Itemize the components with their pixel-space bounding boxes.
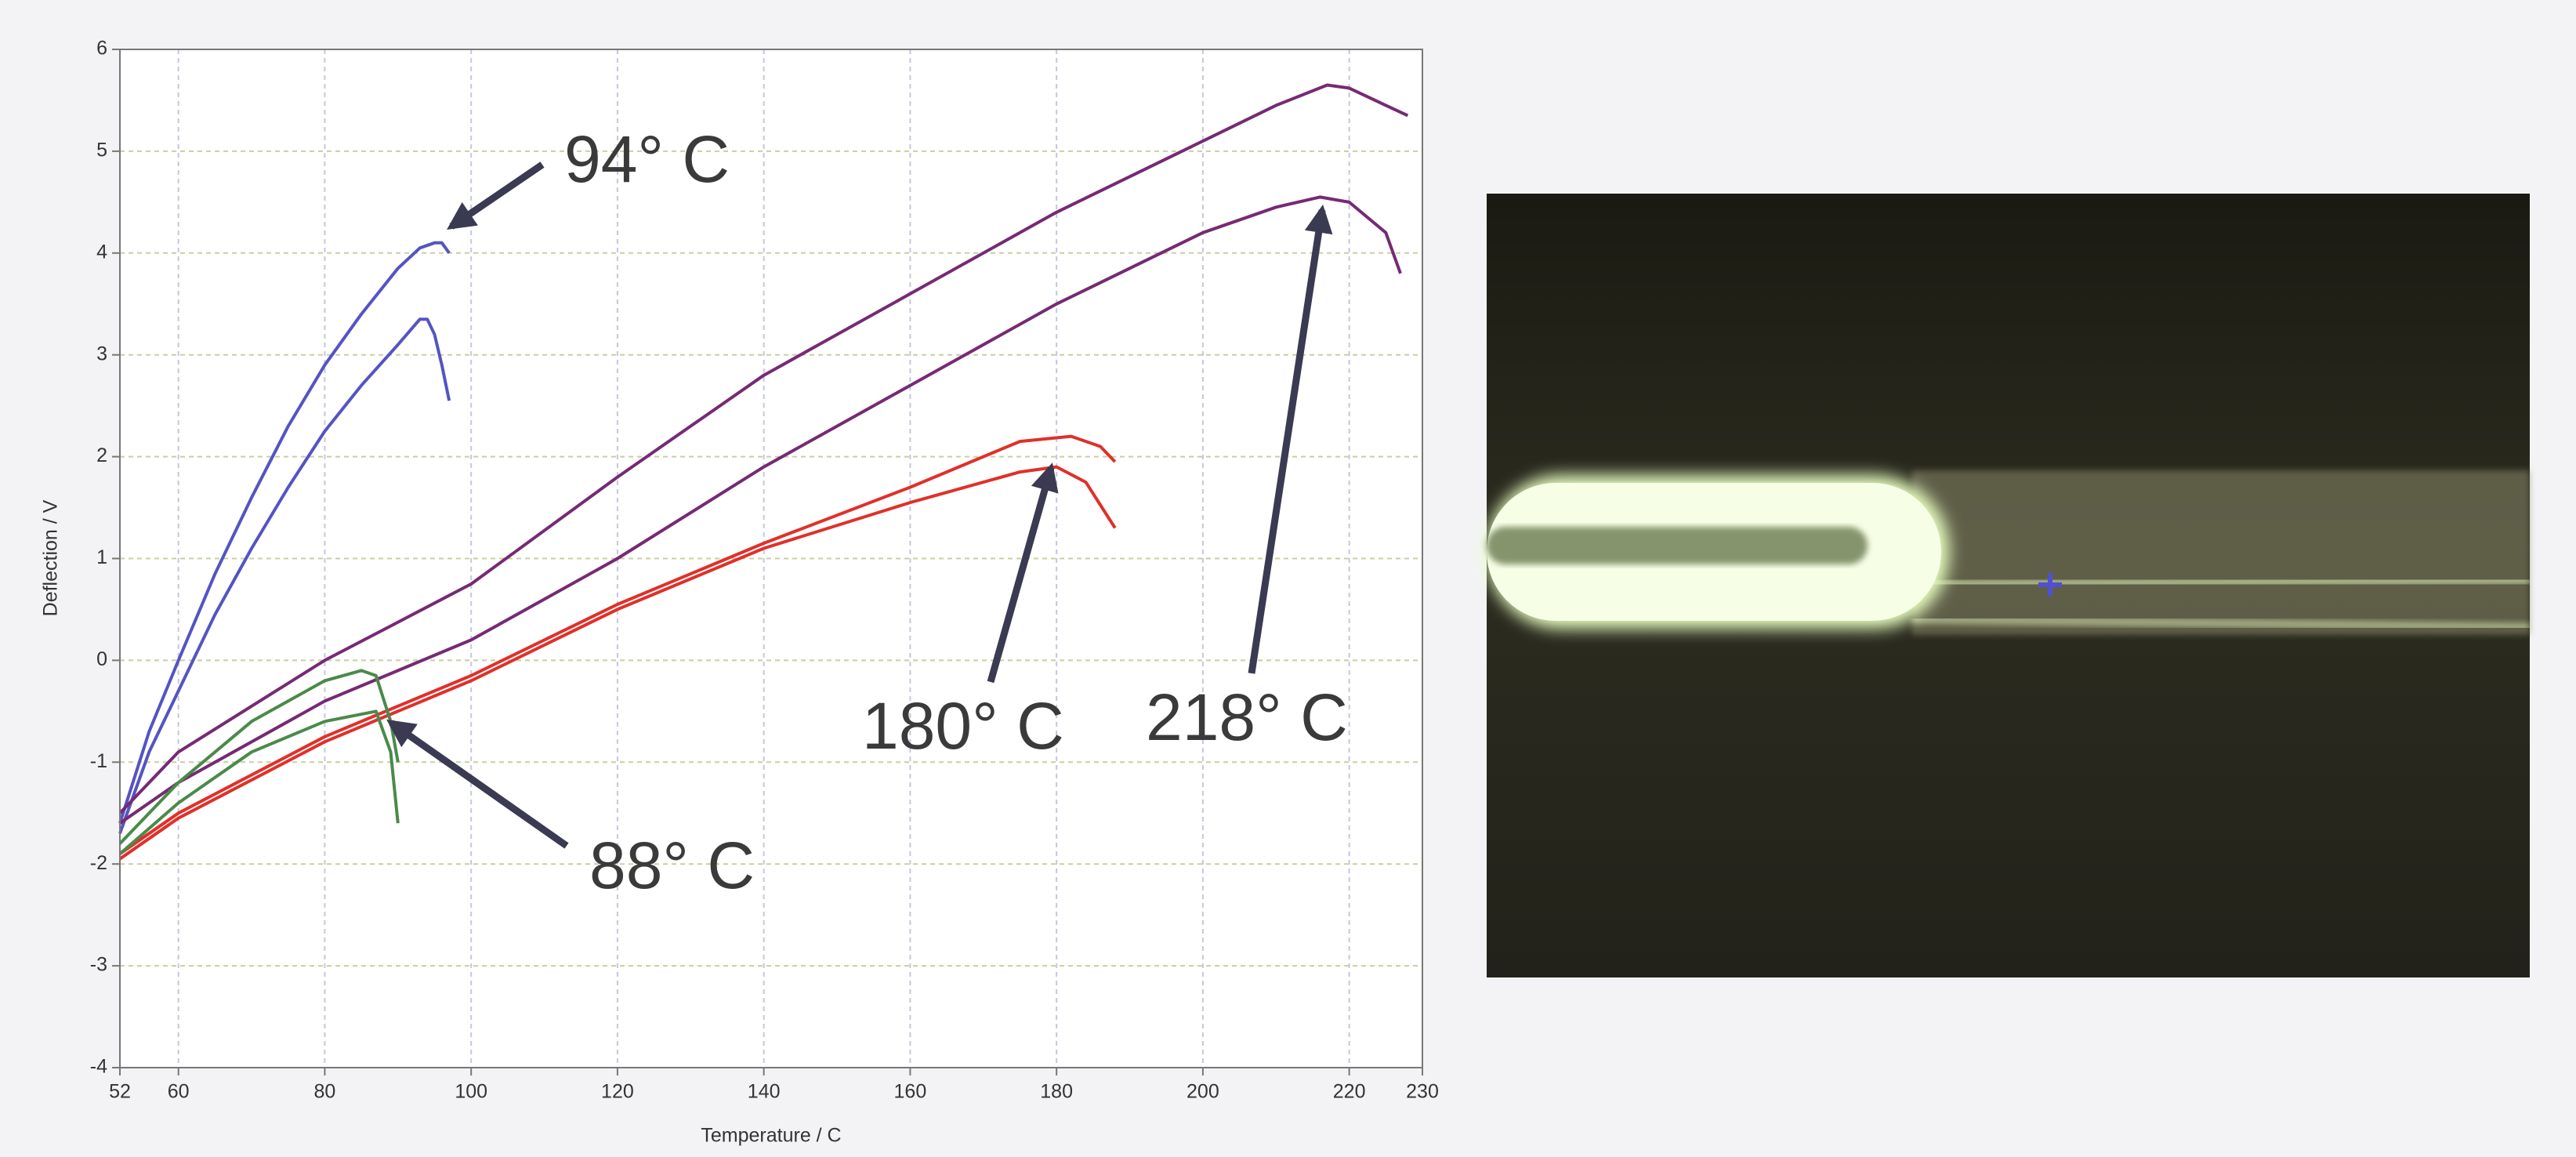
annotation: 180° C bbox=[862, 689, 1064, 763]
annotation-arrow bbox=[386, 719, 569, 849]
x-tick-label: 80 bbox=[314, 1081, 336, 1103]
series-line bbox=[118, 195, 1402, 825]
x-tick-label: 140 bbox=[748, 1081, 781, 1103]
annotation: 218° C bbox=[1146, 680, 1348, 754]
series-line bbox=[118, 669, 400, 845]
lines bbox=[118, 83, 1409, 861]
photo-edge bbox=[1911, 576, 2531, 588]
plot-border bbox=[119, 49, 1423, 1068]
y-tick-label: 0 bbox=[96, 648, 107, 670]
y-tick-label: -1 bbox=[90, 750, 107, 772]
y-tick-label: -3 bbox=[90, 954, 107, 976]
grid: -4 -3 -2 -1 0 1 2 3 4 5 6 52 60 80 100 120 140 160 180 200 2… bbox=[90, 38, 1439, 1103]
x-tick-label: 100 bbox=[455, 1081, 487, 1103]
y-tick-label: -2 bbox=[90, 852, 107, 874]
photo-cursor bbox=[2038, 573, 2062, 597]
x-tick-label: 60 bbox=[168, 1081, 190, 1103]
x-tick-label: 120 bbox=[601, 1081, 634, 1103]
annotation: 88° C bbox=[589, 829, 755, 902]
series-line bbox=[118, 83, 1409, 814]
x-tick-label: 52 bbox=[109, 1081, 131, 1103]
series-line bbox=[118, 465, 1117, 861]
y-tick-label: 5 bbox=[96, 140, 107, 161]
x-tick-label: 200 bbox=[1187, 1081, 1219, 1103]
y-tick-label: -4 bbox=[90, 1056, 107, 1078]
x-tick-label: 180 bbox=[1040, 1081, 1073, 1103]
photo bbox=[1487, 194, 2531, 977]
annotation: 94° C bbox=[564, 122, 730, 196]
x-tick-label: 230 bbox=[1406, 1081, 1439, 1103]
y-axis-label: Deflection / V bbox=[40, 499, 62, 616]
x-axis-label: Temperature / C bbox=[701, 1125, 841, 1147]
y-tick-label: 4 bbox=[96, 241, 107, 263]
photo-edge bbox=[1911, 615, 2531, 631]
series-line bbox=[118, 241, 451, 824]
photo-band bbox=[1912, 470, 2530, 635]
x-tick-label: 160 bbox=[894, 1081, 927, 1103]
annotation-arrow bbox=[987, 462, 1059, 684]
y-tick-label: 2 bbox=[96, 444, 107, 466]
y-tick-label: 1 bbox=[96, 546, 107, 568]
x-tick-label: 220 bbox=[1333, 1081, 1366, 1103]
y-tick-label: 6 bbox=[96, 38, 107, 60]
annotations: 94° C 88° C 180° C 218° C bbox=[386, 122, 1348, 902]
series-line bbox=[118, 317, 451, 834]
series-line bbox=[118, 434, 1117, 855]
annotation-arrow bbox=[447, 161, 545, 230]
annotation-arrow bbox=[1248, 204, 1333, 674]
y-tick-label: 3 bbox=[96, 343, 107, 365]
series-line bbox=[118, 709, 400, 855]
photo-slit bbox=[1487, 527, 1868, 564]
